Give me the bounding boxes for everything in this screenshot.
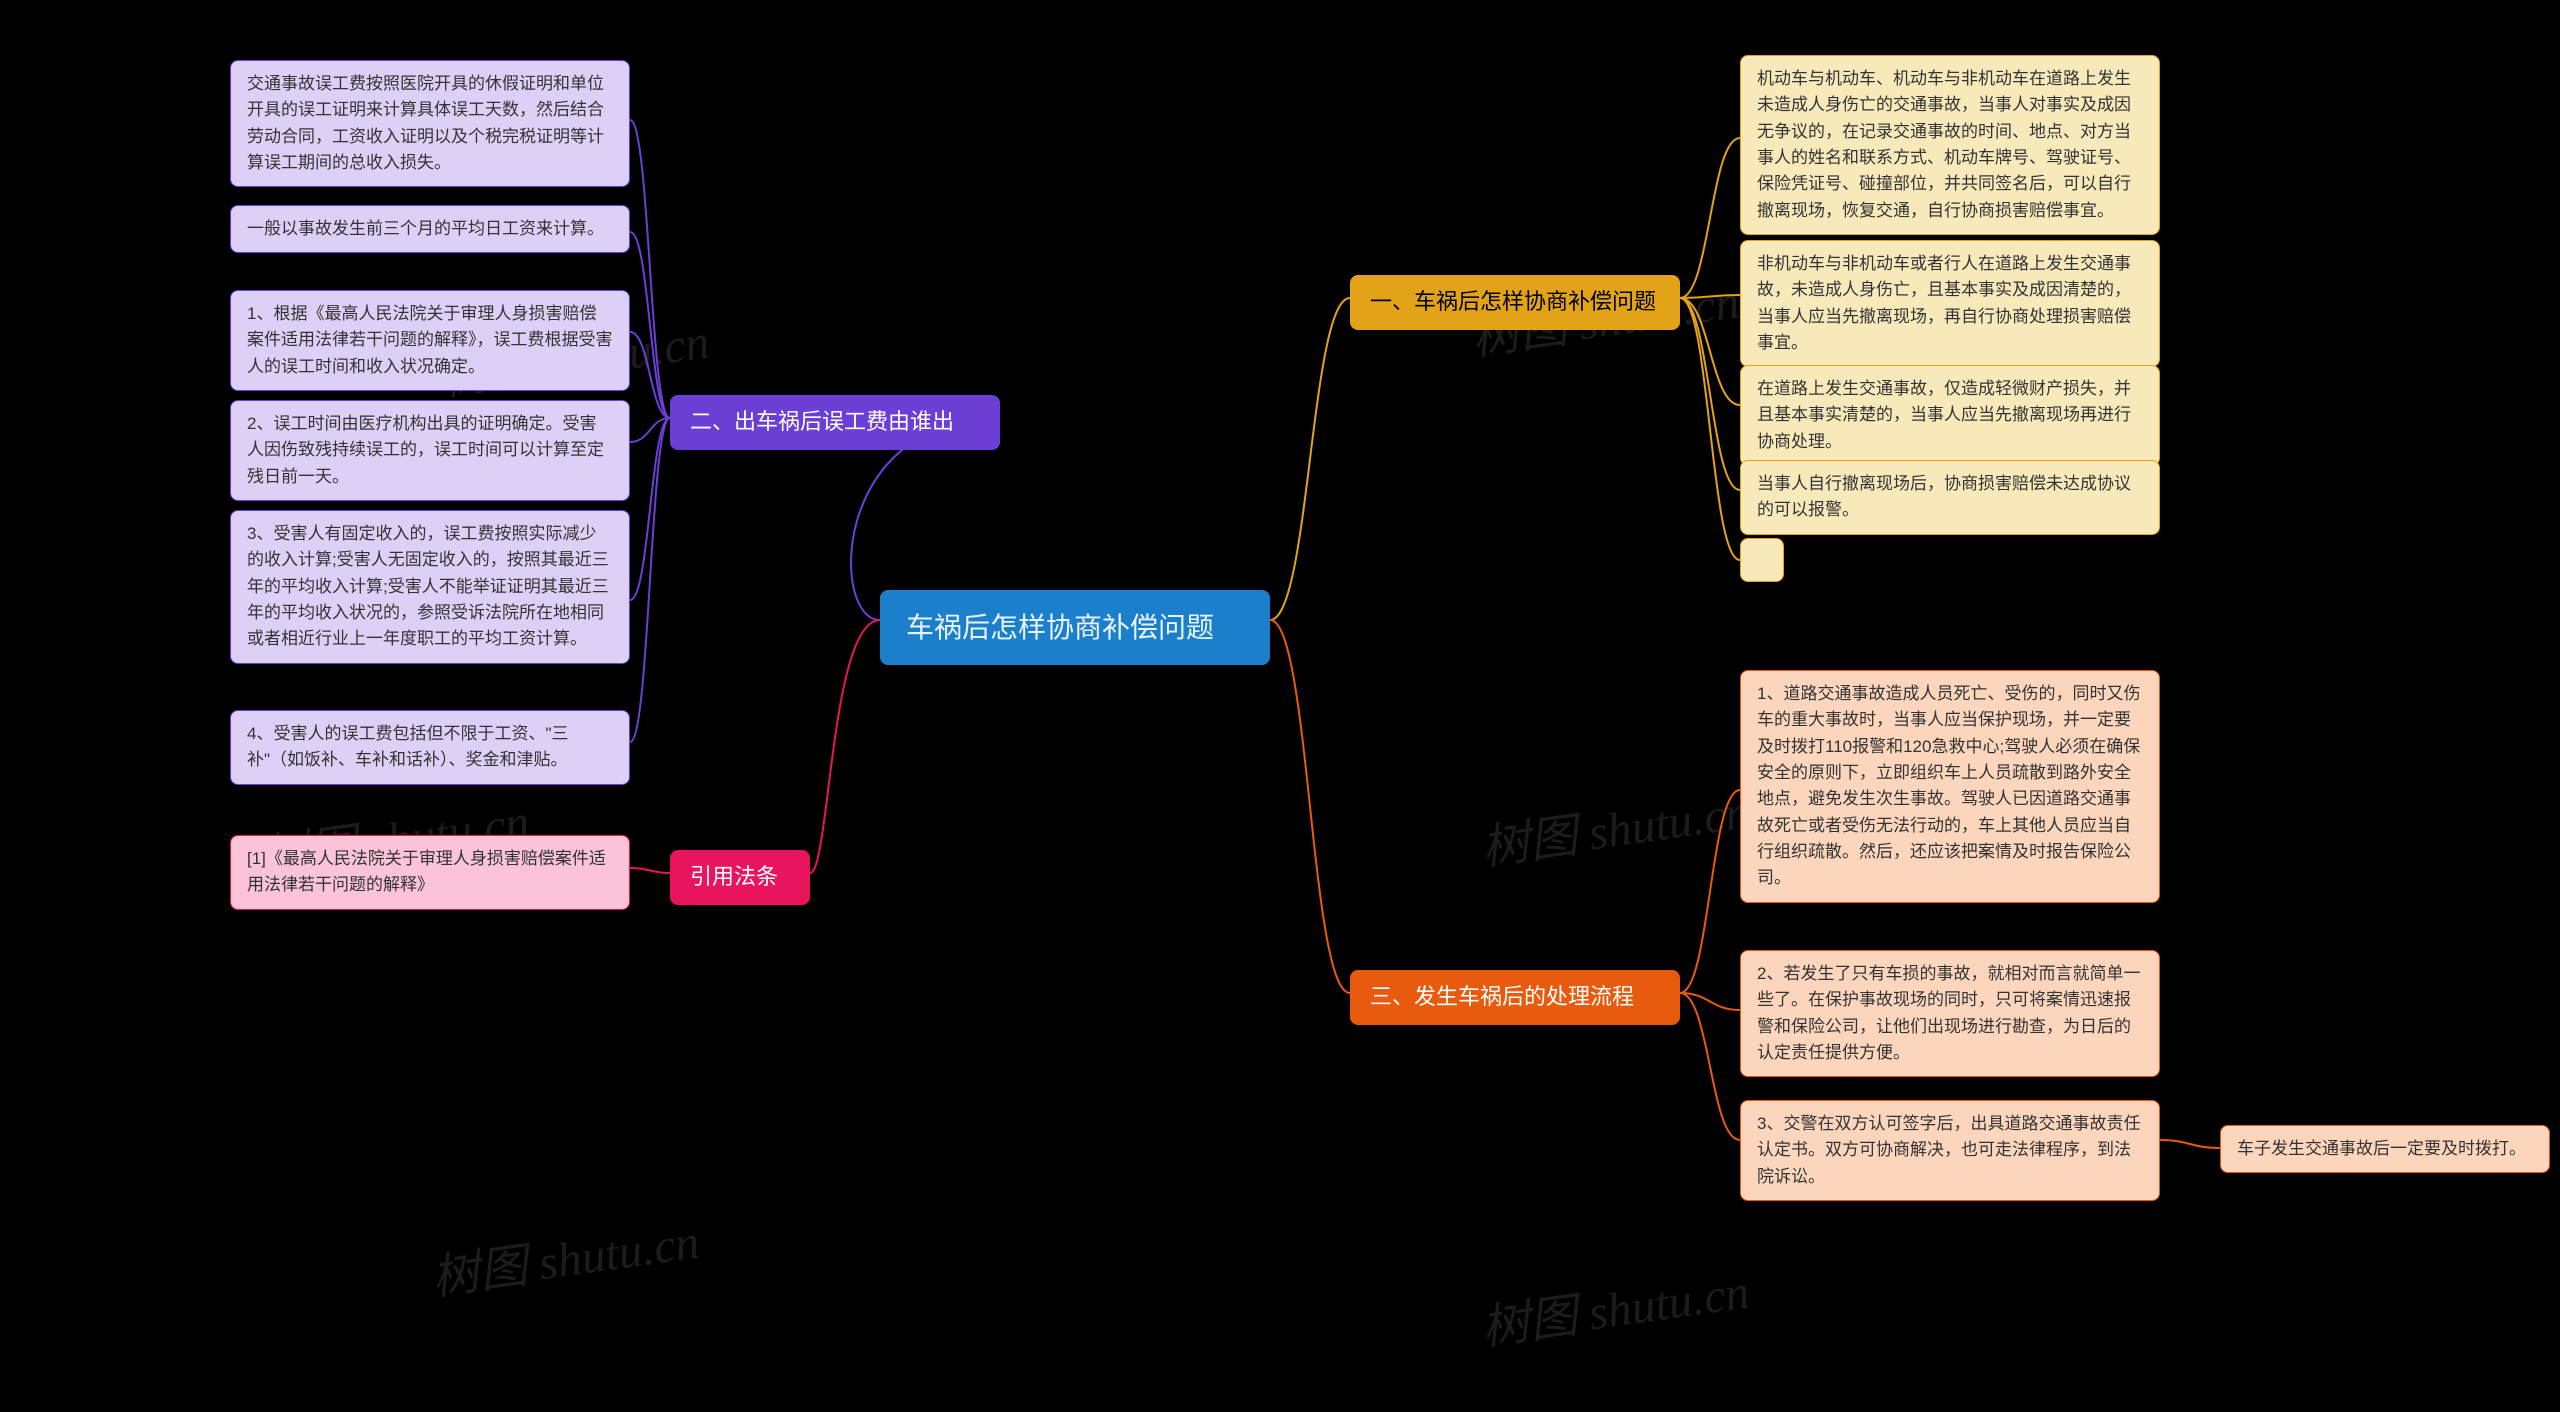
branch-section-1[interactable]: 一、车祸后怎样协商补偿问题 bbox=[1350, 275, 1680, 330]
leaf-node[interactable]: 1、根据《最高人民法院关于审理人身损害赔偿案件适用法律若干问题的解释》，误工费根… bbox=[230, 290, 630, 391]
leaf-node[interactable]: 2、误工时间由医疗机构出具的证明确定。受害人因伤致残持续误工的，误工时间可以计算… bbox=[230, 400, 630, 501]
leaf-node-sub[interactable]: 车子发生交通事故后一定要及时拨打。 bbox=[2220, 1125, 2550, 1173]
branch-citation[interactable]: 引用法条 bbox=[670, 850, 810, 905]
branch-section-2[interactable]: 二、出车祸后误工费由谁出 bbox=[670, 395, 1000, 450]
leaf-node[interactable]: [1]《最高人民法院关于审理人身损害赔偿案件适用法律若干问题的解释》 bbox=[230, 835, 630, 910]
leaf-node[interactable]: 机动车与机动车、机动车与非机动车在道路上发生未造成人身伤亡的交通事故，当事人对事… bbox=[1740, 55, 2160, 235]
leaf-node[interactable]: 一般以事故发生前三个月的平均日工资来计算。 bbox=[230, 205, 630, 253]
leaf-node[interactable]: 交通事故误工费按照医院开具的休假证明和单位开具的误工证明来计算具体误工天数，然后… bbox=[230, 60, 630, 187]
leaf-node[interactable]: 当事人自行撤离现场后，协商损害赔偿未达成协议的可以报警。 bbox=[1740, 460, 2160, 535]
leaf-node[interactable]: 4、受害人的误工费包括但不限于工资、"三补"（如饭补、车补和话补）、奖金和津贴。 bbox=[230, 710, 630, 785]
leaf-node[interactable]: 3、交警在双方认可签字后，出具道路交通事故责任认定书。双方可协商解决，也可走法律… bbox=[1740, 1100, 2160, 1201]
watermark: 树图 shutu.cn bbox=[1476, 1252, 1752, 1359]
root-node[interactable]: 车祸后怎样协商补偿问题 bbox=[880, 590, 1270, 665]
watermark: 树图 shutu.cn bbox=[1476, 772, 1752, 879]
leaf-node[interactable]: 1、道路交通事故造成人员死亡、受伤的，同时又伤车的重大事故时，当事人应当保护现场… bbox=[1740, 670, 2160, 903]
leaf-node[interactable]: 在道路上发生交通事故，仅造成轻微财产损失，并且基本事实清楚的，当事人应当先撤离现… bbox=[1740, 365, 2160, 466]
leaf-node-empty[interactable] bbox=[1740, 538, 1784, 582]
leaf-node[interactable]: 2、若发生了只有车损的事故，就相对而言就简单一些了。在保护事故现场的同时，只可将… bbox=[1740, 950, 2160, 1077]
watermark: 树图 shutu.cn bbox=[426, 1202, 702, 1309]
branch-section-3[interactable]: 三、发生车祸后的处理流程 bbox=[1350, 970, 1680, 1025]
leaf-node[interactable]: 非机动车与非机动车或者行人在道路上发生交通事故，未造成人身伤亡，且基本事实及成因… bbox=[1740, 240, 2160, 367]
leaf-node[interactable]: 3、受害人有固定收入的，误工费按照实际减少的收入计算;受害人无固定收入的，按照其… bbox=[230, 510, 630, 664]
